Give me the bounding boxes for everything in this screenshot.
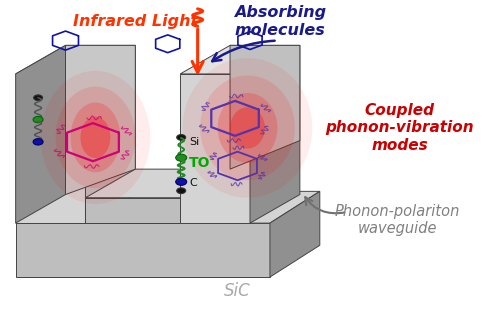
- Polygon shape: [16, 191, 320, 223]
- Ellipse shape: [218, 93, 278, 163]
- Polygon shape: [86, 45, 136, 223]
- Ellipse shape: [182, 58, 312, 198]
- Ellipse shape: [40, 71, 150, 204]
- Text: Infrared Light: Infrared Light: [73, 14, 198, 29]
- Polygon shape: [230, 45, 300, 169]
- Polygon shape: [16, 45, 136, 74]
- FancyArrowPatch shape: [212, 41, 274, 61]
- FancyArrowPatch shape: [192, 29, 203, 72]
- Ellipse shape: [200, 76, 295, 180]
- Polygon shape: [16, 223, 270, 277]
- Ellipse shape: [80, 117, 110, 158]
- FancyArrowPatch shape: [305, 197, 344, 213]
- Polygon shape: [16, 74, 86, 223]
- Circle shape: [34, 95, 42, 100]
- Text: TO: TO: [189, 156, 210, 170]
- Text: Absorbing
molecules: Absorbing molecules: [234, 5, 326, 38]
- Ellipse shape: [70, 102, 120, 172]
- Circle shape: [33, 116, 43, 123]
- Text: SiC: SiC: [224, 282, 251, 300]
- Polygon shape: [16, 45, 66, 223]
- Text: Si: Si: [189, 137, 200, 147]
- Circle shape: [176, 178, 186, 185]
- Polygon shape: [270, 191, 320, 277]
- Circle shape: [176, 188, 186, 194]
- Polygon shape: [66, 45, 136, 195]
- Polygon shape: [86, 169, 230, 198]
- Text: Coupled
phonon-vibration
modes: Coupled phonon-vibration modes: [326, 103, 474, 153]
- Text: C: C: [189, 178, 197, 189]
- Circle shape: [33, 139, 43, 145]
- Polygon shape: [250, 45, 300, 223]
- Polygon shape: [180, 45, 300, 74]
- Ellipse shape: [230, 107, 265, 149]
- Polygon shape: [86, 198, 180, 223]
- Polygon shape: [180, 74, 250, 223]
- Text: Phonon-polariton
waveguide: Phonon-polariton waveguide: [334, 204, 460, 236]
- Ellipse shape: [56, 87, 136, 188]
- Circle shape: [176, 154, 186, 161]
- Circle shape: [176, 135, 186, 140]
